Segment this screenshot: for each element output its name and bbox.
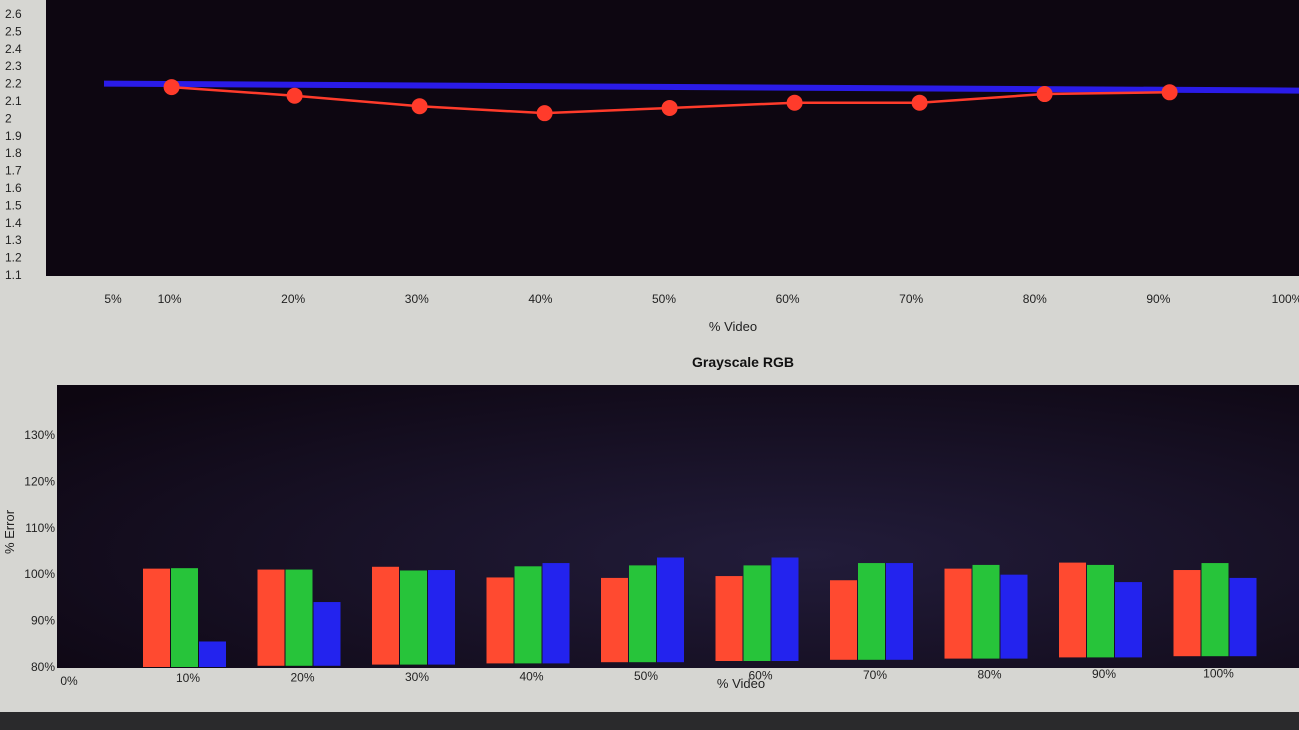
gamma-y-tick-label: 1.4 (5, 216, 22, 230)
grayscale-x-tick-label: 10% (176, 671, 200, 685)
grayscale-bar (372, 566, 399, 665)
grayscale-bar (629, 565, 656, 663)
gamma-x-tick-label: 5% (104, 292, 122, 306)
gamma-y-tick-label: 2.6 (5, 7, 22, 21)
grayscale-bar (542, 563, 570, 664)
grayscale-x-tick-label: 30% (405, 670, 429, 684)
gamma-y-tick-label: 2.5 (5, 24, 22, 38)
grayscale-x-tick-label: 40% (519, 670, 543, 684)
grayscale-bar (400, 570, 427, 665)
grayscale-chart-title: Grayscale RGB (692, 354, 794, 370)
target-gamma-line (103, 80, 1299, 94)
grayscale-bar (1087, 564, 1114, 658)
gamma-x-tick-label: 60% (776, 292, 800, 306)
gamma-y-tick-label: 1.5 (5, 198, 22, 212)
gamma-y-ticks: 2.6 2.5 2.4 2.3 2.2 2.1 2 1.9 1.8 1.7 1.6 1.5 1.4 1.3… (5, 7, 22, 282)
grayscale-rgb-chart: Grayscale RGB 130% 120% 110% 100% 90% 80% % E… (2, 354, 1299, 691)
measured-gamma-point (786, 94, 803, 111)
grayscale-bar (886, 563, 913, 660)
grayscale-x-tick-label: 60% (748, 669, 772, 683)
grayscale-bar (1115, 582, 1142, 658)
grayscale-bars (143, 557, 1257, 667)
gamma-x-tick-label: 10% (158, 292, 182, 306)
gamma-y-tick-label: 1.7 (5, 164, 22, 178)
measured-gamma-point (911, 94, 928, 111)
grayscale-bar (428, 570, 455, 665)
measured-gamma-point (661, 99, 678, 116)
gamma-x-tick-label: 70% (899, 292, 923, 306)
gamma-y-tick-label: 2.1 (5, 94, 22, 108)
grayscale-y-ticks: 130% 120% 110% 100% 90% 80% (24, 428, 55, 674)
gamma-y-tick-label: 2 (5, 111, 12, 125)
gamma-y-tick-label: 1.3 (5, 233, 22, 247)
gamma-x-tick-label: 30% (405, 292, 429, 306)
gamma-y-tick-label: 1.8 (5, 146, 22, 160)
grayscale-x-tick-label: 100% (1203, 667, 1234, 681)
grayscale-bar (171, 568, 198, 667)
measured-gamma-point (1036, 86, 1053, 103)
measured-gamma-point (536, 105, 553, 122)
gamma-y-tick-label: 1.9 (5, 129, 22, 143)
grayscale-bar (715, 576, 743, 661)
gamma-x-tick-label: 50% (652, 292, 676, 306)
grayscale-x-ticks: 10% 20% 30% 40% 50% 60% 70% 80% 90% 100% (176, 667, 1234, 686)
grayscale-bar (1173, 570, 1201, 657)
grayscale-bar (972, 564, 1000, 659)
grayscale-x-tick-label: 70% (863, 668, 887, 682)
gamma-y-tick-label: 1.2 (5, 251, 22, 265)
grayscale-bar (1000, 574, 1028, 659)
measured-gamma-point (163, 79, 180, 96)
gamma-y-tick-label: 2.4 (5, 42, 22, 56)
gamma-chart: 2.6 2.5 2.4 2.3 2.2 2.1 2 1.9 1.8 1.7 1.6 1.5 1.4 1.3… (5, 0, 1299, 334)
grayscale-y-tick-label: 110% (25, 521, 55, 535)
grayscale-bar (1059, 562, 1086, 658)
grayscale-y-tick-label: 130% (24, 428, 55, 442)
grayscale-bar (1201, 563, 1229, 657)
grayscale-bar (1229, 577, 1257, 657)
grayscale-x-tick-label: 20% (290, 671, 314, 685)
gamma-plot-area (46, 0, 1299, 276)
grayscale-bar (313, 602, 341, 666)
gamma-series (103, 79, 1299, 122)
gamma-y-tick-label: 1.6 (5, 181, 22, 195)
grayscale-y-tick-label: 100% (24, 567, 55, 581)
gamma-x-tick-label: 40% (528, 292, 552, 306)
gamma-y-tick-label: 1.1 (5, 268, 22, 282)
grayscale-bar (944, 568, 972, 659)
grayscale-bar (743, 565, 771, 661)
gamma-x-tick-label: 80% (1023, 292, 1047, 306)
gamma-x-tick-label: 90% (1146, 292, 1170, 306)
measured-gamma-point (1161, 84, 1178, 101)
grayscale-bar (771, 557, 799, 661)
gamma-x-axis-label: % Video (709, 319, 757, 334)
grayscale-bar (285, 569, 313, 666)
grayscale-y-axis-label: % Error (2, 509, 17, 554)
measured-gamma-point (286, 87, 303, 104)
grayscale-y-tick-label: 90% (31, 614, 55, 628)
grayscale-bar (514, 566, 542, 664)
grayscale-y-tick-label: 80% (31, 660, 55, 674)
grayscale-y-tick-label: 120% (24, 474, 55, 488)
grayscale-bar (486, 577, 514, 664)
grayscale-bar (257, 569, 285, 666)
grayscale-bar (601, 577, 628, 663)
grayscale-bar (143, 568, 170, 667)
grayscale-bar (830, 580, 857, 660)
gamma-y-tick-label: 2.2 (5, 77, 22, 91)
grayscale-x-axis-label: % Video (717, 676, 765, 691)
grayscale-x-tick-label: 80% (977, 668, 1001, 682)
grayscale-bar (657, 557, 684, 663)
measured-gamma-point (411, 98, 428, 115)
grayscale-bar (199, 641, 226, 667)
monitor-bezel (0, 712, 1299, 730)
grayscale-x-tick-label: 90% (1092, 667, 1116, 681)
grayscale-x-start-label: 0% (60, 674, 78, 688)
grayscale-bar (858, 563, 885, 660)
grayscale-x-tick-label: 50% (634, 669, 658, 683)
gamma-y-tick-label: 2.3 (5, 59, 22, 73)
gamma-x-ticks: 5% 10% 20% 30% 40% 50% 60% 70% 80% 90% 100% (104, 292, 1299, 306)
gamma-x-tick-label: 20% (281, 292, 305, 306)
gamma-x-tick-label: 100% (1272, 292, 1299, 306)
